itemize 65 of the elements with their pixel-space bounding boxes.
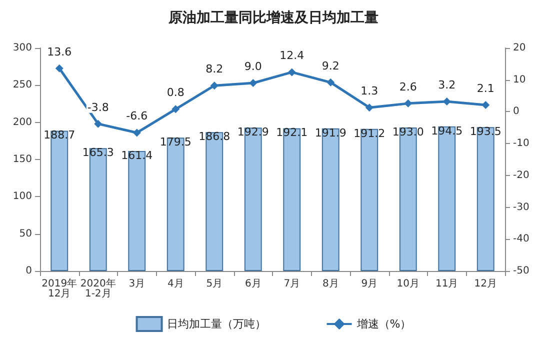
y-tick-label: 150 [12,154,32,165]
point [172,105,180,114]
legend-label: 日均加工量（万吨） [166,318,266,330]
y2-tick-label: 20 [513,42,526,54]
y-tick-label: 300 [12,42,32,54]
data-label: -3.8 [87,100,109,114]
data-label: 192.1 [276,126,308,140]
point [365,104,374,112]
y-tick-label: 200 [12,116,32,128]
data-label: 193.0 [392,126,424,139]
y2-tick-label: -30 [513,202,530,213]
x-tick-label: 2020年 1-2月 [80,278,116,300]
x-tick-label: 4月 [167,278,184,290]
data-label: 193.5 [470,125,502,138]
point [210,82,218,90]
point [55,64,64,72]
x-tick-label: 5月 [206,278,223,290]
y-tick-label: 0 [26,266,32,276]
x-tick-label: 9月 [361,278,378,290]
x-tick-label: 6月 [244,278,262,290]
x-tick-label: 3月 [128,278,146,290]
data-label: 161.4 [121,149,153,162]
data-label: 191.2 [354,126,386,140]
data-label: 0.8 [166,86,184,100]
x-tick-label: 8月 [322,278,339,290]
data-label: 8.2 [206,62,224,76]
point [326,78,335,86]
data-label: 192.9 [237,126,269,139]
y2-tick-label: -20 [513,170,530,181]
point [249,79,258,88]
data-label: 2.6 [399,80,417,94]
data-label: 13.6 [47,45,72,58]
y2-tick-label: -50 [513,266,530,276]
x-tick-label: 11月 [436,278,458,290]
point [132,128,141,137]
y-tick-label: 50 [19,228,32,240]
data-label: -6.6 [126,110,148,123]
x-tick-label: 10月 [396,278,420,290]
point [94,120,102,128]
y2-tick-label: -40 [513,234,530,245]
data-label: 9.2 [322,59,340,72]
x-tick-label: 12月 [474,278,497,290]
point [288,68,296,76]
y2-tick-label: 10 [513,74,526,86]
x-tick-label: 2019年 12月 [42,278,78,300]
y2-tick-label: -10 [513,138,530,150]
data-label: 188.7 [44,128,76,142]
data-label: 194.5 [431,124,463,138]
data-label: 191.9 [314,126,346,140]
y2-tick-label: 0 [513,106,520,118]
data-label: 3.2 [438,78,456,92]
point [442,98,451,106]
data-label: 165.3 [82,146,114,160]
data-label: 186.8 [198,130,230,144]
point [482,101,490,110]
y-tick-label: 100 [12,191,32,202]
y-tick-label: 250 [12,80,32,91]
data-label: 12.4 [280,49,304,62]
data-label: 9.0 [244,60,262,74]
data-label: 2.1 [476,82,494,96]
data-label: 179.5 [160,136,192,149]
data-label: 1.3 [360,84,378,98]
chart-title: 原油加工量同比增速及日均加工量 [168,10,378,26]
x-tick-label: 7月 [284,278,300,290]
legend-label: 增速（%） [356,318,412,330]
